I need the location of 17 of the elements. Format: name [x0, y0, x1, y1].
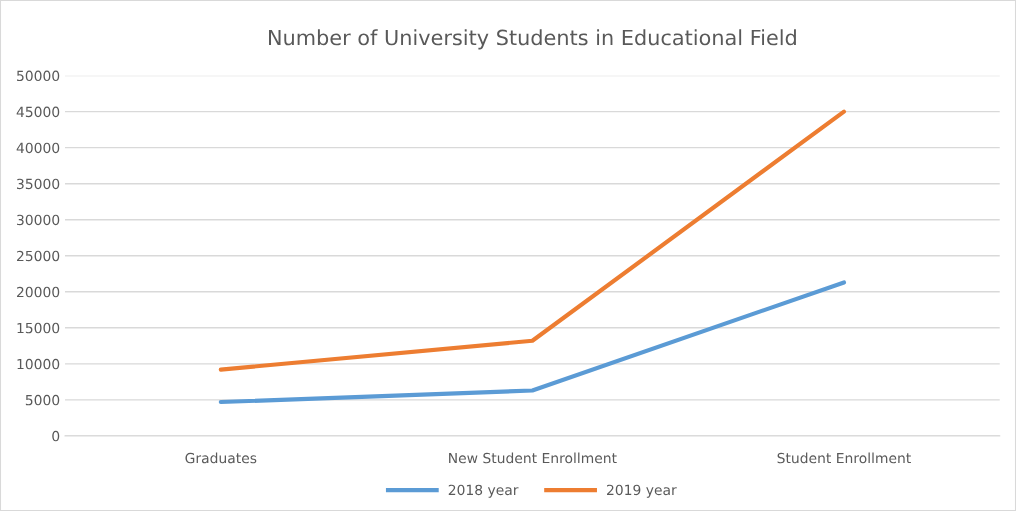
legend-label: 2018 year [448, 484, 519, 498]
y-tick-label: 0 [52, 430, 60, 442]
y-tick-label: 35000 [17, 178, 60, 190]
x-tick-label: New Student Enrollment [449, 452, 617, 464]
x-tick-label: Graduates [185, 452, 257, 464]
legend-label: 2019 year [607, 484, 677, 498]
y-tick-label: 30000 [17, 214, 60, 226]
y-tick-label: 50000 [17, 70, 60, 82]
y-tick-label: 10000 [17, 358, 60, 370]
y-tick-label: 40000 [16, 142, 60, 154]
x-tick-label: Student Enrollment [777, 452, 911, 464]
y-tick-label: 25000 [17, 250, 60, 262]
chart-title: Number of University Students in Educational Field [269, 29, 796, 50]
y-tick-label: 15000 [17, 322, 60, 334]
y-tick-label: 20000 [17, 286, 60, 298]
y-tick-label: 45000 [16, 106, 60, 118]
y-tick-label: 5000 [25, 394, 60, 406]
